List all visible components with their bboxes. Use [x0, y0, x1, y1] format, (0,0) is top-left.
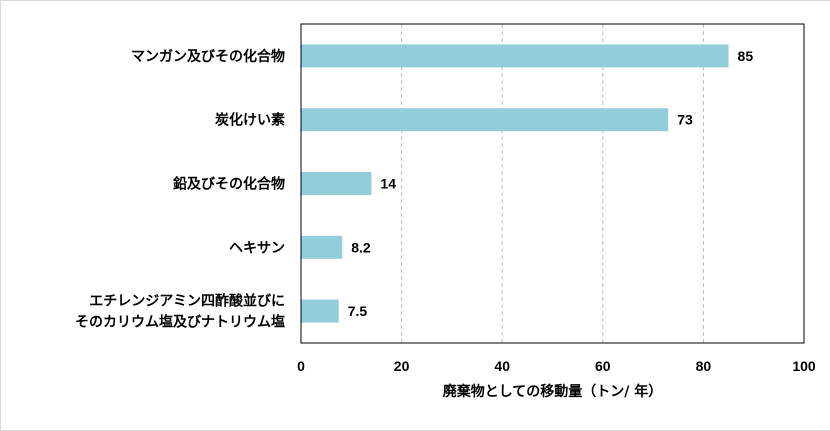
x-tick-label: 100 [792, 358, 816, 374]
bar [301, 172, 372, 195]
category-label: ヘキサン [229, 240, 285, 256]
bar [301, 235, 343, 259]
category-label: 炭化けい素 [215, 112, 285, 129]
bar [301, 44, 729, 68]
grid-lines [401, 24, 704, 343]
bar-value-label: 7.5 [348, 303, 368, 319]
category-labels: マンガン及びその化合物炭化けい素鉛及びその化合物ヘキサンエチレンジアミン四酢酸並… [75, 48, 285, 331]
x-tick-label: 20 [394, 358, 410, 374]
category-label: マンガン及びその化合物 [131, 48, 285, 65]
bar-value-label: 73 [677, 112, 693, 128]
bar-value-label: 8.2 [351, 239, 371, 255]
value-labels: 85 73 14 8.2 7.5 [348, 48, 754, 319]
x-tick-label: 80 [696, 358, 712, 374]
category-label: エチレンジアミン四酢酸並びに [89, 293, 285, 310]
bars [301, 44, 729, 323]
x-tick-label: 40 [494, 358, 510, 374]
bar-value-label: 14 [380, 176, 396, 192]
x-tick-label: 60 [595, 358, 611, 374]
category-label: 鉛及びその化合物 [173, 176, 285, 193]
x-axis-title: 廃棄物としての移動量（トン/ 年） [443, 383, 663, 400]
plot-area-frame [300, 23, 805, 344]
x-tick-label: 0 [297, 358, 305, 374]
category-label: そのカリウム塩及びナトリウム塩 [75, 314, 285, 331]
bar [301, 108, 669, 132]
bar [301, 299, 339, 323]
bar-value-label: 85 [738, 48, 754, 64]
x-tick-labels: 0 20 40 60 80 100 [297, 358, 816, 374]
